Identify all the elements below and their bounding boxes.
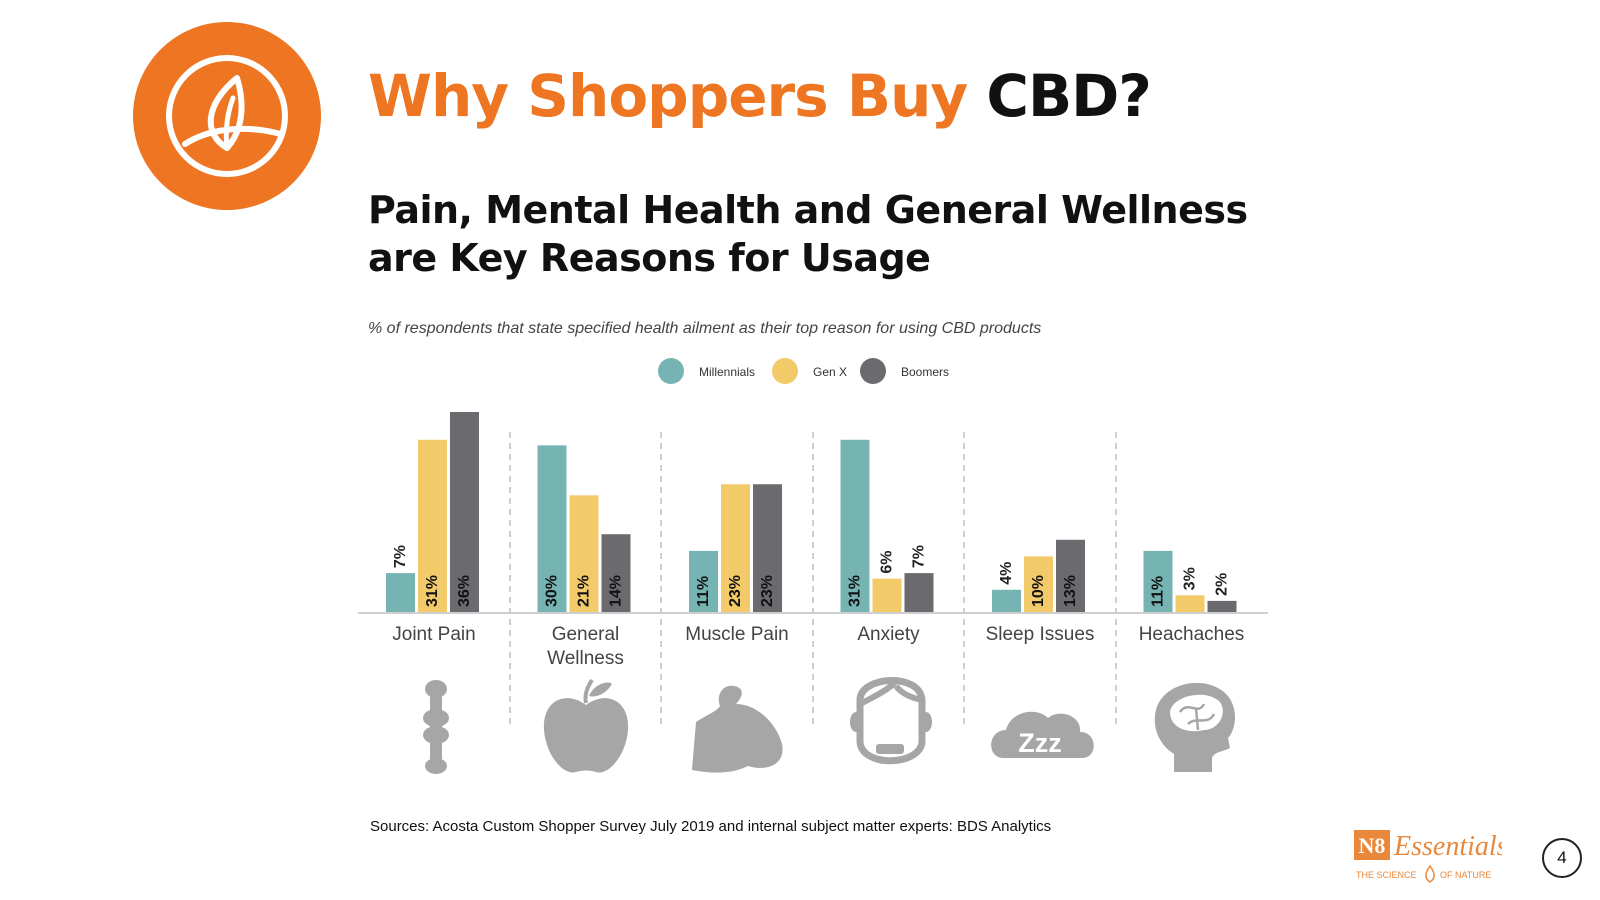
bar-4-1 — [1024, 556, 1053, 612]
leaf-logo — [133, 22, 321, 210]
bar-1-1 — [569, 495, 599, 612]
value-label-2-2: 23% — [759, 575, 776, 607]
value-label-0-1: 31% — [424, 575, 441, 607]
value-label-3-2: 7% — [911, 545, 928, 568]
bar-5-0 — [1143, 550, 1173, 612]
bar-2-0 — [689, 550, 718, 612]
bar-0-2 — [450, 412, 479, 612]
value-label-5-2: 2% — [1214, 573, 1231, 596]
bar-0-1 — [418, 439, 447, 612]
value-label-1-1: 21% — [576, 575, 593, 607]
value-label-2-0: 11% — [695, 576, 712, 607]
category-label-5: Heachaches — [1139, 624, 1245, 645]
bar-0-0 — [386, 573, 415, 612]
bar-2-1 — [721, 484, 750, 612]
chart-caption: % of respondents that state specified he… — [368, 320, 1042, 337]
bar-3-1 — [872, 578, 902, 612]
page-subtitle: Pain, Mental Health and General Wellness… — [368, 188, 1248, 280]
legend-swatch-2 — [860, 358, 886, 384]
value-label-2-1: 23% — [727, 575, 744, 607]
value-label-1-0: 30% — [544, 575, 561, 607]
value-label-4-0: 4% — [998, 562, 1015, 585]
category-label-4: Sleep Issues — [986, 624, 1095, 645]
value-label-5-1: 3% — [1182, 567, 1199, 590]
value-label-4-2: 13% — [1062, 575, 1079, 607]
value-label-1-2: 14% — [608, 575, 625, 607]
svg-text:N8: N8 — [1359, 833, 1386, 858]
value-label-4-1: 10% — [1030, 575, 1047, 607]
bar-5-2 — [1207, 600, 1237, 612]
sleep-cloud-icon: Zzz — [991, 711, 1094, 758]
legend-swatch-1 — [772, 358, 798, 384]
value-label-0-0: 7% — [392, 545, 409, 568]
bar-4-2 — [1056, 539, 1085, 612]
bar-5-1 — [1175, 595, 1205, 612]
svg-text:OF NATURE: OF NATURE — [1440, 870, 1491, 880]
category-label-3: Anxiety — [857, 624, 920, 645]
title-highlight: Why Shoppers Buy — [368, 62, 968, 130]
title-emphasis: CBD? — [986, 62, 1152, 130]
bone-icon — [423, 680, 449, 774]
bar-3-0 — [840, 439, 870, 612]
svg-text:THE SCIENCE: THE SCIENCE — [1356, 870, 1417, 880]
category-label-2: Muscle Pain — [685, 624, 789, 645]
apple-icon — [543, 678, 629, 773]
value-label-0-2: 36% — [456, 575, 473, 607]
bar-1-2 — [601, 534, 631, 612]
bar-3-2 — [904, 573, 934, 612]
bar-4-0 — [992, 589, 1021, 612]
source-note: Sources: Acosta Custom Shopper Survey Ju… — [370, 818, 1052, 835]
legend-label-0: Millennials — [699, 365, 755, 379]
category-label-0: Joint Pain — [392, 624, 475, 645]
brain-head-icon — [1154, 682, 1235, 772]
legend-swatch-0 — [658, 358, 684, 384]
sleep-icon-text: Zzz — [1018, 728, 1062, 758]
anxious-face-icon — [850, 677, 932, 765]
category-label-1: Wellness — [547, 648, 624, 669]
bar-1-0 — [537, 445, 567, 612]
value-label-3-0: 31% — [847, 575, 864, 607]
leaf-sprout-icon — [166, 55, 288, 177]
bar-2-2 — [753, 484, 782, 612]
n8-essentials-logo: N8 Essentials THE SCIENCE OF NATURE — [1354, 830, 1502, 883]
legend-label-1: Gen X — [813, 365, 847, 379]
legend-label-2: Boomers — [901, 365, 949, 379]
value-label-5-0: 11% — [1150, 576, 1167, 607]
category-label-1: General — [552, 624, 620, 645]
page-title: Why Shoppers Buy CBD? — [368, 62, 1152, 132]
flexed-arm-icon — [692, 685, 783, 773]
value-label-3-1: 6% — [879, 551, 896, 574]
svg-text:Essentials: Essentials — [1393, 831, 1502, 862]
page-number: 4 — [1542, 838, 1582, 878]
